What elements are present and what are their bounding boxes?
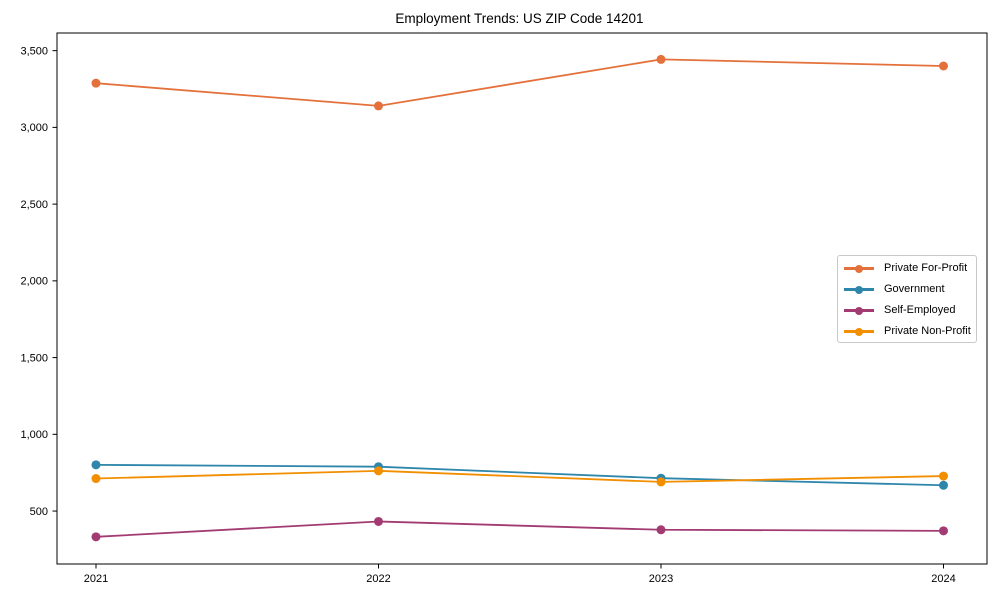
- plot-border: [56, 32, 988, 565]
- legend-item-self-employed: Self-Employed: [844, 300, 976, 321]
- data-point-private-for-profit-2023: [656, 54, 666, 64]
- y-tick-label: 2,500: [20, 199, 48, 211]
- legend-item-government: Government: [844, 279, 976, 300]
- axes-layer: 500 1,000 1,500 2,000 2,500 3,000 3,500 2021 202…: [20, 32, 988, 585]
- legend-label: Private Non-Profit: [884, 325, 971, 337]
- legend-line-marker-icon: [844, 327, 874, 337]
- data-point-self-employed-2021: [91, 532, 101, 542]
- legend: Private For-Profit Government Self-Emplo…: [837, 255, 977, 343]
- data-point-private-non-profit-2024: [938, 471, 948, 481]
- x-tick-label: 2022: [366, 573, 390, 585]
- series-line-government: [95, 463, 944, 487]
- series-layer: [91, 54, 948, 542]
- y-tick-label: 1,500: [20, 352, 48, 364]
- chart-title: Employment Trends: US ZIP Code 14201: [395, 11, 643, 26]
- y-tick-label: 1,000: [20, 429, 48, 441]
- data-point-private-for-profit-2021: [91, 78, 101, 88]
- data-point-private-non-profit-2021: [91, 474, 101, 484]
- x-tick-label: 2024: [931, 573, 955, 585]
- data-point-self-employed-2022: [373, 516, 383, 526]
- data-point-private-for-profit-2024: [938, 61, 948, 71]
- legend-item-private-for-profit: Private For-Profit: [844, 258, 976, 279]
- legend-line-marker-icon: [844, 264, 874, 274]
- legend-label: Private For-Profit: [884, 262, 968, 274]
- x-tick-label: 2021: [84, 573, 108, 585]
- series-line-self-employed: [95, 520, 944, 538]
- data-point-private-for-profit-2022: [373, 101, 383, 111]
- legend-line-marker-icon: [844, 306, 874, 316]
- legend-line-marker-icon: [844, 285, 874, 295]
- legend-label: Self-Employed: [884, 304, 956, 316]
- legend-label: Government: [884, 283, 945, 295]
- x-tick-label: 2023: [649, 573, 673, 585]
- data-point-self-employed-2024: [938, 526, 948, 536]
- data-point-private-non-profit-2022: [373, 466, 383, 476]
- y-tick-label: 3,500: [20, 45, 48, 57]
- data-point-private-non-profit-2023: [656, 477, 666, 487]
- y-tick-label: 2,000: [20, 276, 48, 288]
- legend-item-private-non-profit: Private Non-Profit: [844, 321, 976, 342]
- data-point-government-2024: [938, 480, 948, 490]
- series-line-private-non-profit: [95, 469, 944, 483]
- y-tick-label: 3,000: [20, 122, 48, 134]
- data-point-government-2021: [91, 460, 101, 470]
- series-line-private-for-profit: [95, 58, 944, 107]
- y-tick-label: 500: [30, 506, 48, 518]
- data-point-self-employed-2023: [656, 525, 666, 535]
